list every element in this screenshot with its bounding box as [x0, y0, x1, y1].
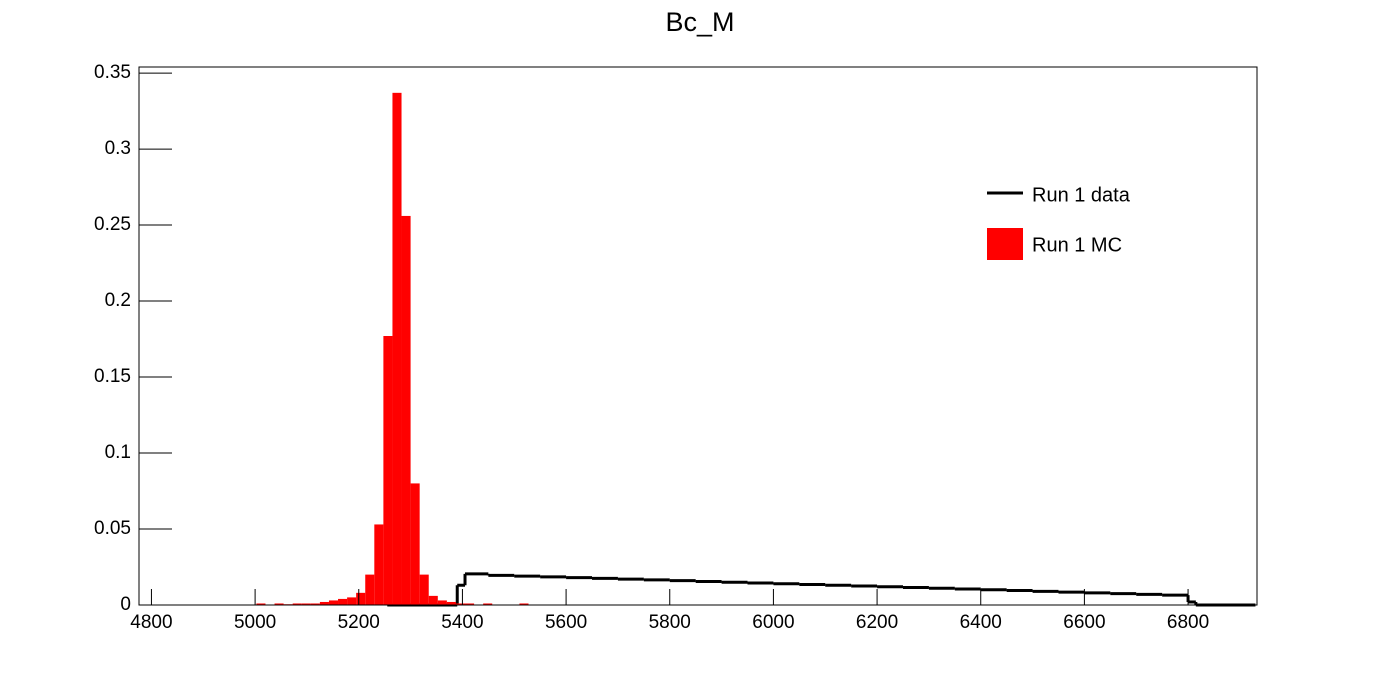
- histogram-bar: [446, 601, 456, 605]
- histogram-bar: [455, 603, 466, 605]
- x-tick-label: 6600: [1063, 612, 1105, 633]
- histogram-bar: [356, 592, 366, 605]
- histogram-bar: [410, 483, 420, 605]
- histogram-bar: [465, 603, 475, 605]
- x-tick-label: 5200: [338, 612, 380, 633]
- histogram-bar: [365, 574, 375, 605]
- histogram-bar: [338, 598, 348, 605]
- histogram-bar: [301, 603, 311, 605]
- histogram-bar: [274, 603, 284, 605]
- histogram-bar: [383, 336, 393, 605]
- histogram-bar: [374, 524, 384, 605]
- histogram-bar: [437, 600, 447, 605]
- y-tick-label: 0.05: [94, 518, 131, 539]
- histogram-bar: [401, 215, 411, 605]
- legend-label: Run 1 data: [1032, 184, 1131, 206]
- histogram-bar: [347, 597, 357, 605]
- plot-frame: [138, 66, 1258, 606]
- histogram-bar: [319, 601, 329, 605]
- x-tick-label: 6800: [1167, 612, 1209, 633]
- x-tick-label: 6200: [856, 612, 898, 633]
- x-tick-label: 6000: [752, 612, 794, 633]
- y-tick-label: 0.1: [105, 442, 131, 463]
- legend-label: Run 1 MC: [1032, 234, 1122, 256]
- y-tick-label: 0.35: [94, 62, 131, 83]
- y-tick-label: 0.3: [105, 138, 131, 159]
- y-tick-label: 0: [120, 594, 131, 615]
- chart-title: Bc_M: [665, 7, 734, 37]
- histogram-bar: [310, 603, 320, 605]
- x-tick-label: 5000: [234, 612, 276, 633]
- histogram-bar: [483, 603, 493, 605]
- y-tick-label: 0.25: [94, 214, 131, 235]
- legend-swatch: [987, 228, 1023, 260]
- histogram-bar: [328, 600, 339, 605]
- histogram-bar: [519, 603, 529, 605]
- y-tick-label: 0.15: [94, 366, 131, 387]
- x-tick-label: 4800: [130, 612, 172, 633]
- x-tick-label: 5400: [441, 612, 483, 633]
- y-tick-label: 0.2: [105, 290, 131, 311]
- histogram-bar: [292, 603, 302, 605]
- histogram-bar: [419, 574, 429, 605]
- x-tick-label: 6400: [960, 612, 1002, 633]
- x-tick-label: 5600: [545, 612, 587, 633]
- histogram-bar: [428, 595, 438, 605]
- x-tick-label: 5800: [649, 612, 691, 633]
- histogram-bar: [392, 92, 402, 605]
- histogram-bar: [256, 603, 266, 605]
